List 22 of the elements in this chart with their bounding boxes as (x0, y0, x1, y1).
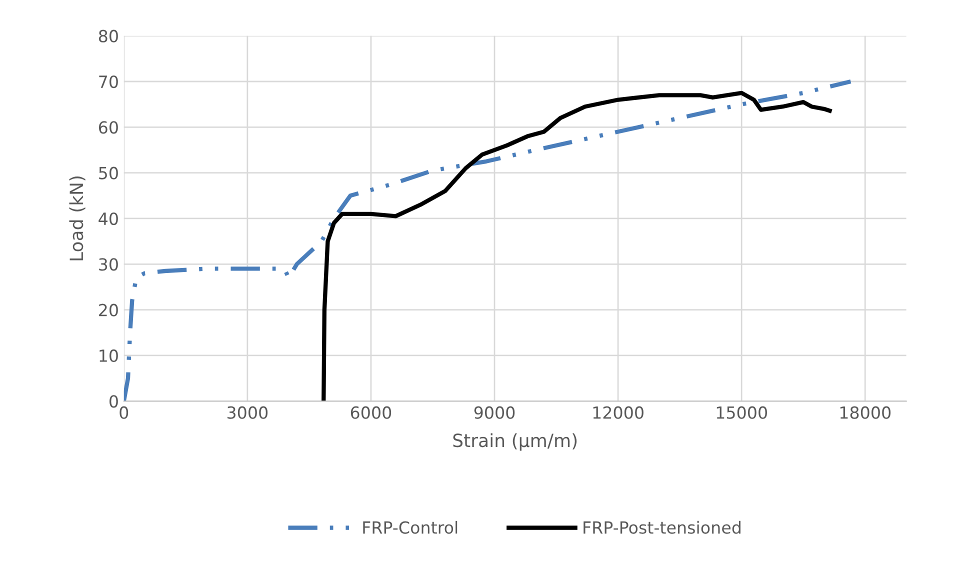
x-tick-label: 0 (120, 406, 128, 419)
legend-label: FRP-Post-tensioned (584, 520, 740, 534)
y-axis-title: Load (kN) (69, 176, 86, 260)
y-tick-label: 60 (98, 121, 118, 134)
x-tick-label: 3000 (227, 406, 268, 419)
legend-label: FRP-Control (363, 520, 458, 534)
line-series (322, 90, 832, 402)
x-tick-label: 12000 (593, 406, 644, 419)
x-tick-label: 15000 (716, 406, 767, 419)
x-tick-label: 9000 (474, 406, 515, 419)
y-tick-label: 70 (99, 75, 118, 88)
y-tick-label: 0 (110, 395, 118, 408)
y-tick-label: 20 (99, 304, 118, 316)
x-tick-label: 18000 (840, 406, 891, 419)
y-tick-label: 30 (99, 258, 118, 271)
y-tick-label: 80 (98, 30, 118, 42)
x-axis-title: Strain (µm/m) (453, 433, 577, 451)
y-tick-label: 10 (100, 349, 118, 362)
y-tick-label: 50 (99, 166, 118, 180)
x-tick-label: 6000 (350, 406, 392, 419)
line-series (124, 79, 853, 402)
y-tick-label: 40 (98, 212, 118, 226)
